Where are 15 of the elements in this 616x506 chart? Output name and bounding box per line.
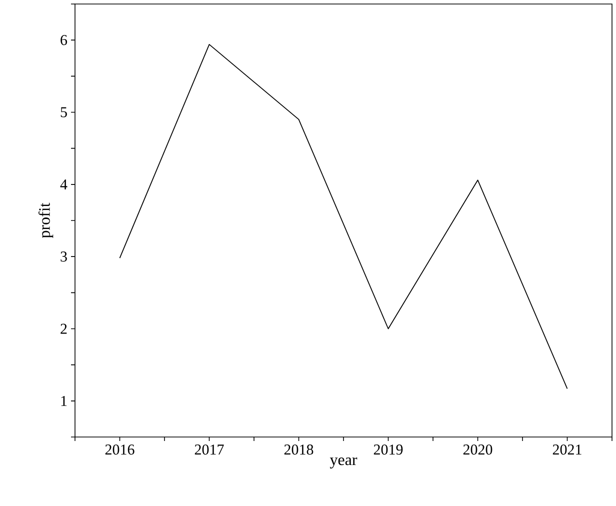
y-axis-title: profit <box>38 202 54 238</box>
x-tick-label: 2021 <box>552 444 582 455</box>
y-tick-label: 1 <box>61 396 67 406</box>
x-tick-label: 2020 <box>463 444 492 455</box>
x-tick-label: 2018 <box>284 444 314 455</box>
y-tick-label: 4 <box>60 179 68 190</box>
x-tick-label: 2016 <box>105 444 134 455</box>
y-tick-label: 2 <box>60 324 67 334</box>
y-tick-label: 3 <box>60 252 67 262</box>
y-tick-label: 5 <box>60 107 67 118</box>
y-tick-label: 6 <box>60 35 68 46</box>
line-series <box>119 44 568 390</box>
x-tick-label: 2019 <box>374 444 403 455</box>
x-tick-label: 2017 <box>194 444 224 455</box>
x-axis-title: year <box>330 457 358 468</box>
